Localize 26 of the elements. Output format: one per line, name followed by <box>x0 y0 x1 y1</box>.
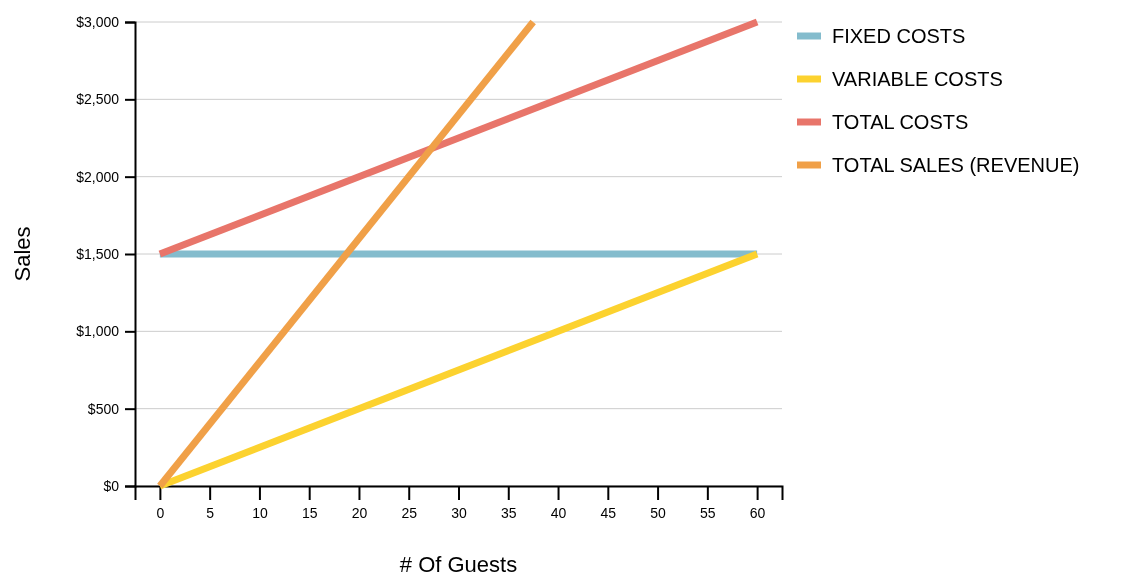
x-tick-label: 15 <box>301 504 318 521</box>
y-tick-label: $1,000 <box>76 323 120 340</box>
x-tick-label: 45 <box>600 504 617 521</box>
x-tick-label: 55 <box>700 504 716 521</box>
legend-label: VARIABLE COSTS <box>832 68 1003 90</box>
x-tick-label: 50 <box>650 504 667 521</box>
y-axis-title: Sales <box>10 226 35 282</box>
y-tick-label: $2,000 <box>76 168 120 185</box>
y-tick-label: $1,500 <box>76 245 120 262</box>
x-tick-label: 25 <box>401 504 418 521</box>
x-tick-label: 30 <box>451 504 467 521</box>
x-tick-label: 60 <box>749 504 766 521</box>
x-tick-label: 0 <box>156 504 165 521</box>
y-tick-label: $500 <box>87 400 120 417</box>
y-tick-label: $2,500 <box>76 91 120 108</box>
x-axis-title: # Of Guests <box>399 552 518 576</box>
x-tick-label: 20 <box>351 504 368 521</box>
x-tick-label: 40 <box>550 504 567 521</box>
legend-label: TOTAL SALES (REVENUE) <box>832 154 1080 176</box>
y-tick-label: $3,000 <box>76 13 120 30</box>
x-tick-label: 10 <box>252 504 268 521</box>
legend-label: TOTAL COSTS <box>832 111 969 133</box>
x-tick-label: 35 <box>500 504 517 521</box>
y-tick-label: $0 <box>103 477 120 494</box>
x-tick-label: 5 <box>206 504 215 521</box>
legend-label: FIXED COSTS <box>832 25 966 47</box>
